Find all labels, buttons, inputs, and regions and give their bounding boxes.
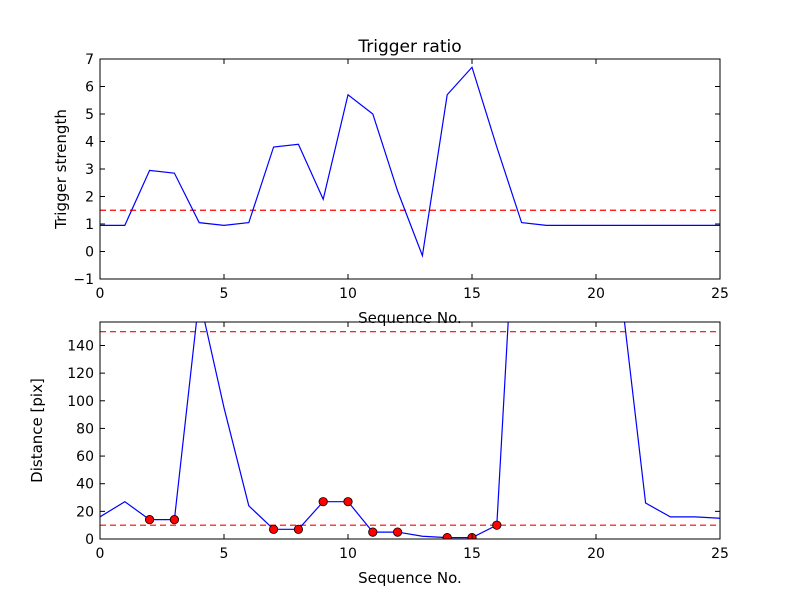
series-line (100, 66, 720, 258)
plot-area (100, 322, 720, 539)
x-tick-label: 0 (96, 546, 105, 562)
y-tick-label: 120 (67, 366, 94, 382)
y-tick-label: 40 (76, 477, 94, 493)
x-tick-label: 20 (587, 546, 605, 562)
y-tick-label: 140 (67, 338, 94, 354)
plot-area (100, 66, 720, 258)
y-tick-label: 0 (85, 532, 94, 548)
x-tick-label: 15 (463, 286, 481, 302)
x-tick-label: 10 (339, 286, 357, 302)
plot-frame (99, 58, 721, 280)
x-axis-label: Sequence No. (358, 569, 462, 587)
data-point-marker (293, 524, 303, 534)
y-tick-label: 60 (76, 449, 94, 465)
data-point-marker (268, 524, 279, 534)
y-tick-label: 20 (76, 504, 94, 520)
series-line (100, 322, 720, 539)
data-point-marker (343, 497, 353, 507)
y-tick-label: 100 (67, 394, 94, 410)
y-tick-label: 4 (85, 135, 94, 151)
plot-frame (99, 321, 721, 540)
data-point-marker (169, 515, 179, 525)
x-tick-label: 20 (587, 286, 605, 302)
x-tick-label: 15 (463, 546, 481, 562)
data-point-marker (392, 527, 403, 537)
data-point-marker (145, 515, 155, 525)
y-tick-label: 6 (85, 80, 94, 96)
x-tick-label: 5 (220, 286, 229, 302)
x-tick-label: 0 (96, 286, 105, 302)
y-axis-label: Distance [pix] (28, 378, 46, 483)
chart-title: Trigger ratio (357, 37, 461, 57)
x-tick-label: 10 (339, 546, 357, 562)
y-tick-label: 0 (85, 245, 94, 261)
data-point-marker (492, 520, 502, 530)
y-tick-label: 5 (85, 107, 94, 123)
y-tick-label: 1 (85, 217, 94, 233)
x-axis-label: Sequence No. (358, 309, 462, 327)
data-point-marker (318, 497, 328, 507)
y-tick-label: 3 (85, 162, 94, 178)
distance-plot: 0 5 10 15 20 25 0 20 40 60 80 100 120 140 Sequence No.… (28, 321, 729, 587)
y-axis-label: Trigger strength (52, 109, 70, 230)
y-tick-label: 2 (85, 190, 94, 206)
y-tick-label: 7 (85, 52, 94, 68)
x-tick-label: 25 (711, 286, 729, 302)
data-point-marker (442, 533, 452, 539)
y-tick-label: −1 (73, 272, 94, 288)
y-tick-label: 80 (76, 421, 94, 437)
data-point-marker (368, 527, 378, 537)
x-tick-label: 25 (711, 546, 729, 562)
x-tick-label: 5 (220, 546, 229, 562)
